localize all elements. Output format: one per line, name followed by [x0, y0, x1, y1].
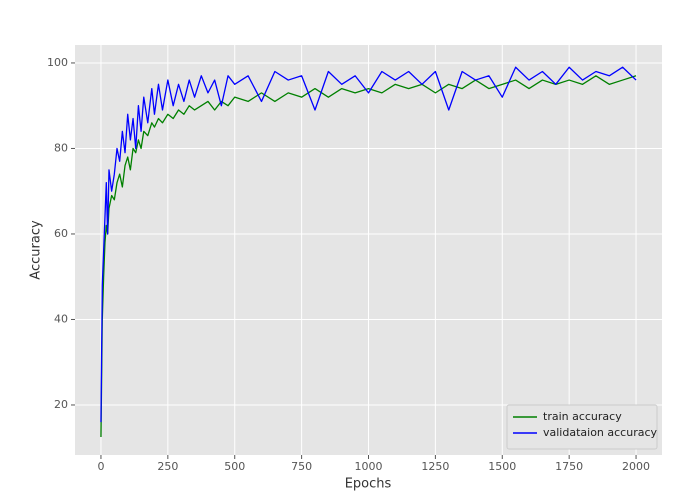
x-tick-label: 1750 — [555, 460, 583, 473]
y-tick-label: 80 — [54, 141, 68, 154]
y-axis-label: Accuracy — [29, 220, 44, 280]
series-line — [100, 75, 637, 438]
legend: train accuracy validataion accuracy — [506, 404, 658, 450]
legend-label: validataion accuracy — [543, 426, 658, 439]
y-tick-label: 40 — [54, 312, 68, 325]
x-tick-label: 1500 — [488, 460, 516, 473]
series-line — [100, 66, 637, 423]
y-tick-label: 100 — [47, 56, 68, 69]
legend-box — [506, 404, 658, 450]
legend-label: train accuracy — [543, 410, 622, 423]
x-tick-label: 750 — [291, 460, 312, 473]
y-tick-label: 60 — [54, 227, 68, 240]
x-tick-label: 1250 — [421, 460, 449, 473]
x-tick-label: 0 — [97, 460, 104, 473]
y-tick-label: 20 — [54, 398, 68, 411]
ticks: 0 250 500 750 1000 1250 1500 1750 2000 20 40 60 80 10… — [47, 56, 650, 473]
x-tick-label: 500 — [224, 460, 245, 473]
x-tick-label: 1000 — [355, 460, 383, 473]
x-axis-label: Epochs — [345, 477, 392, 492]
lines — [100, 66, 637, 438]
x-tick-label: 2000 — [622, 460, 650, 473]
x-tick-label: 250 — [157, 460, 178, 473]
